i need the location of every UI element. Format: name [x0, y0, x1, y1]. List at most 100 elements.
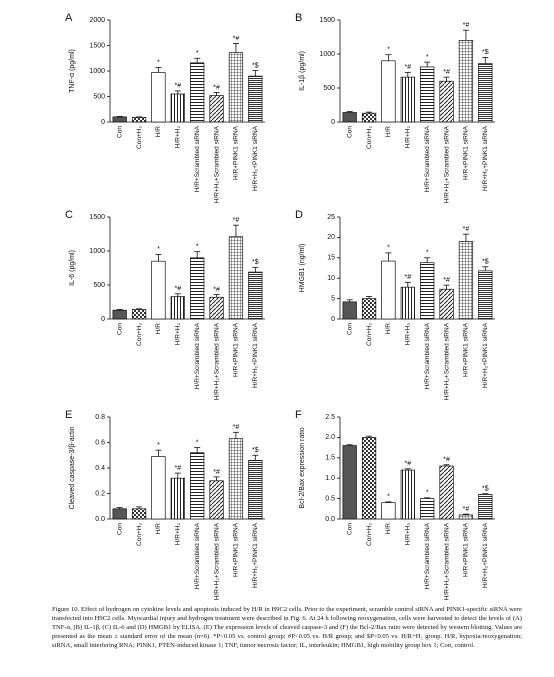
y-tick-label: 500: [93, 282, 105, 289]
x-tick-label: Con+H₂: [366, 126, 373, 149]
bar: [170, 296, 185, 320]
significance-label: *#: [213, 469, 220, 476]
y-tick-label: 15: [327, 255, 335, 262]
x-tick-label: H/R+H₂+Scrambled siRNA: [213, 125, 220, 203]
x-tick-label: Con: [116, 323, 123, 335]
bar: [170, 93, 185, 123]
bar: [248, 460, 263, 520]
bar: [190, 452, 205, 520]
x-tick-label: Con+H₂: [136, 126, 143, 149]
y-tick-label: 0: [101, 316, 105, 323]
x-tick-label: Con: [346, 126, 353, 138]
significance-label: *: [387, 47, 390, 54]
y-tick-label: 1000: [89, 248, 105, 255]
bar: [458, 40, 474, 123]
bar: [381, 502, 396, 520]
x-tick-label: H/R+H₂+Scrambled siRNA: [213, 522, 220, 600]
bar: [458, 241, 474, 320]
x-tick-label: H/R+PINK1 siRNA: [463, 322, 470, 377]
significance-label: *#: [213, 84, 220, 91]
panel-letter: E: [65, 409, 72, 421]
significance-label: *#: [233, 217, 240, 224]
x-tick-label: H/R+H₂: [175, 126, 182, 149]
bar: [400, 76, 415, 123]
significance-label: *#: [443, 69, 450, 76]
y-tick-label: 0.5: [325, 495, 335, 502]
y-tick-label: 0.0: [325, 516, 335, 523]
y-axis-label: IL-6 (pg/ml): [69, 250, 76, 286]
y-tick-label: 0: [331, 316, 335, 323]
significance-label: *#: [463, 506, 470, 513]
x-tick-label: H/R: [155, 323, 162, 335]
significance-label: *#: [233, 35, 240, 42]
significance-label: *$: [252, 62, 259, 69]
x-tick-label: Con: [346, 523, 353, 535]
significance-label: *: [387, 245, 390, 252]
significance-label: *: [426, 490, 429, 497]
x-tick-label: H/R+H₂: [405, 126, 412, 149]
significance-label: *: [157, 246, 160, 253]
y-tick-label: 0: [101, 119, 105, 126]
x-tick-label: H/R: [385, 323, 392, 335]
significance-label: *: [426, 54, 429, 61]
y-axis-label: Bcl-2/Bax expression ratio: [299, 427, 306, 508]
y-tick-label: 1000: [319, 51, 335, 58]
y-tick-label: 500: [93, 93, 105, 100]
y-axis-label: HMGB1 (ng/ml): [299, 244, 306, 293]
x-tick-label: H/R+PINK1 siRNA: [463, 125, 470, 180]
y-tick-label: 2000: [89, 17, 105, 24]
significance-label: *#: [443, 277, 450, 284]
bar: [342, 112, 357, 123]
significance-label: *#: [443, 457, 450, 464]
y-tick-label: 1500: [89, 42, 105, 49]
y-tick-label: 25: [327, 214, 335, 221]
significance-label: *#: [175, 83, 182, 90]
y-axis-label: TNF-α (pg/ml): [69, 49, 76, 93]
y-tick-label: 2.0: [325, 434, 335, 441]
panel-letter: A: [65, 12, 73, 24]
x-tick-label: Con+H₂: [366, 323, 373, 346]
bar: [112, 508, 127, 520]
x-tick-label: Con: [346, 323, 353, 335]
significance-label: *$: [252, 259, 259, 266]
y-tick-label: 1500: [89, 214, 105, 221]
bar: [131, 309, 147, 320]
panel-letter: B: [295, 12, 302, 24]
bar: [361, 298, 377, 320]
significance-label: *$: [482, 486, 489, 493]
panel-letter: C: [65, 209, 73, 221]
x-tick-label: H/R+H₂+Scrambled siRNA: [443, 125, 450, 203]
y-tick-label: 500: [323, 85, 335, 92]
bar: [112, 309, 127, 320]
bar: [420, 66, 435, 123]
x-tick-label: H/R+H₂+PINK1 siRNA: [482, 125, 489, 191]
bar: [400, 286, 415, 320]
x-tick-label: H/R+H₂+Scrambled siRNA: [443, 322, 450, 400]
x-tick-label: H/R+H₂: [405, 523, 412, 546]
x-tick-label: H/R+Scrambled siRNA: [194, 322, 201, 389]
significance-label: *: [196, 50, 199, 57]
x-tick-label: H/R+Scrambled siRNA: [194, 125, 201, 192]
significance-label: *#: [405, 461, 412, 468]
x-tick-label: H/R+H₂+PINK1 siRNA: [482, 522, 489, 588]
significance-label: *#: [175, 286, 182, 293]
x-tick-label: Con: [116, 126, 123, 138]
significance-label: *: [426, 250, 429, 257]
x-tick-label: H/R+PINK1 siRNA: [233, 125, 240, 180]
y-tick-label: 2.5: [325, 414, 335, 421]
significance-label: *: [196, 439, 199, 446]
significance-label: *#: [463, 22, 470, 29]
x-tick-label: H/R+Scrambled siRNA: [424, 125, 431, 192]
bar: [342, 445, 357, 520]
significance-label: *: [196, 244, 199, 251]
bar: [458, 514, 474, 520]
x-tick-label: H/R+H₂+PINK1 siRNA: [252, 522, 259, 588]
x-tick-label: H/R+H₂+PINK1 siRNA: [252, 322, 259, 388]
y-axis-label: IL-1β (pg/ml): [299, 51, 306, 91]
significance-label: *#: [405, 64, 412, 71]
bar: [420, 498, 435, 520]
y-tick-label: 1.0: [325, 475, 335, 482]
bar: [190, 257, 205, 320]
y-tick-label: 0.2: [95, 490, 105, 497]
